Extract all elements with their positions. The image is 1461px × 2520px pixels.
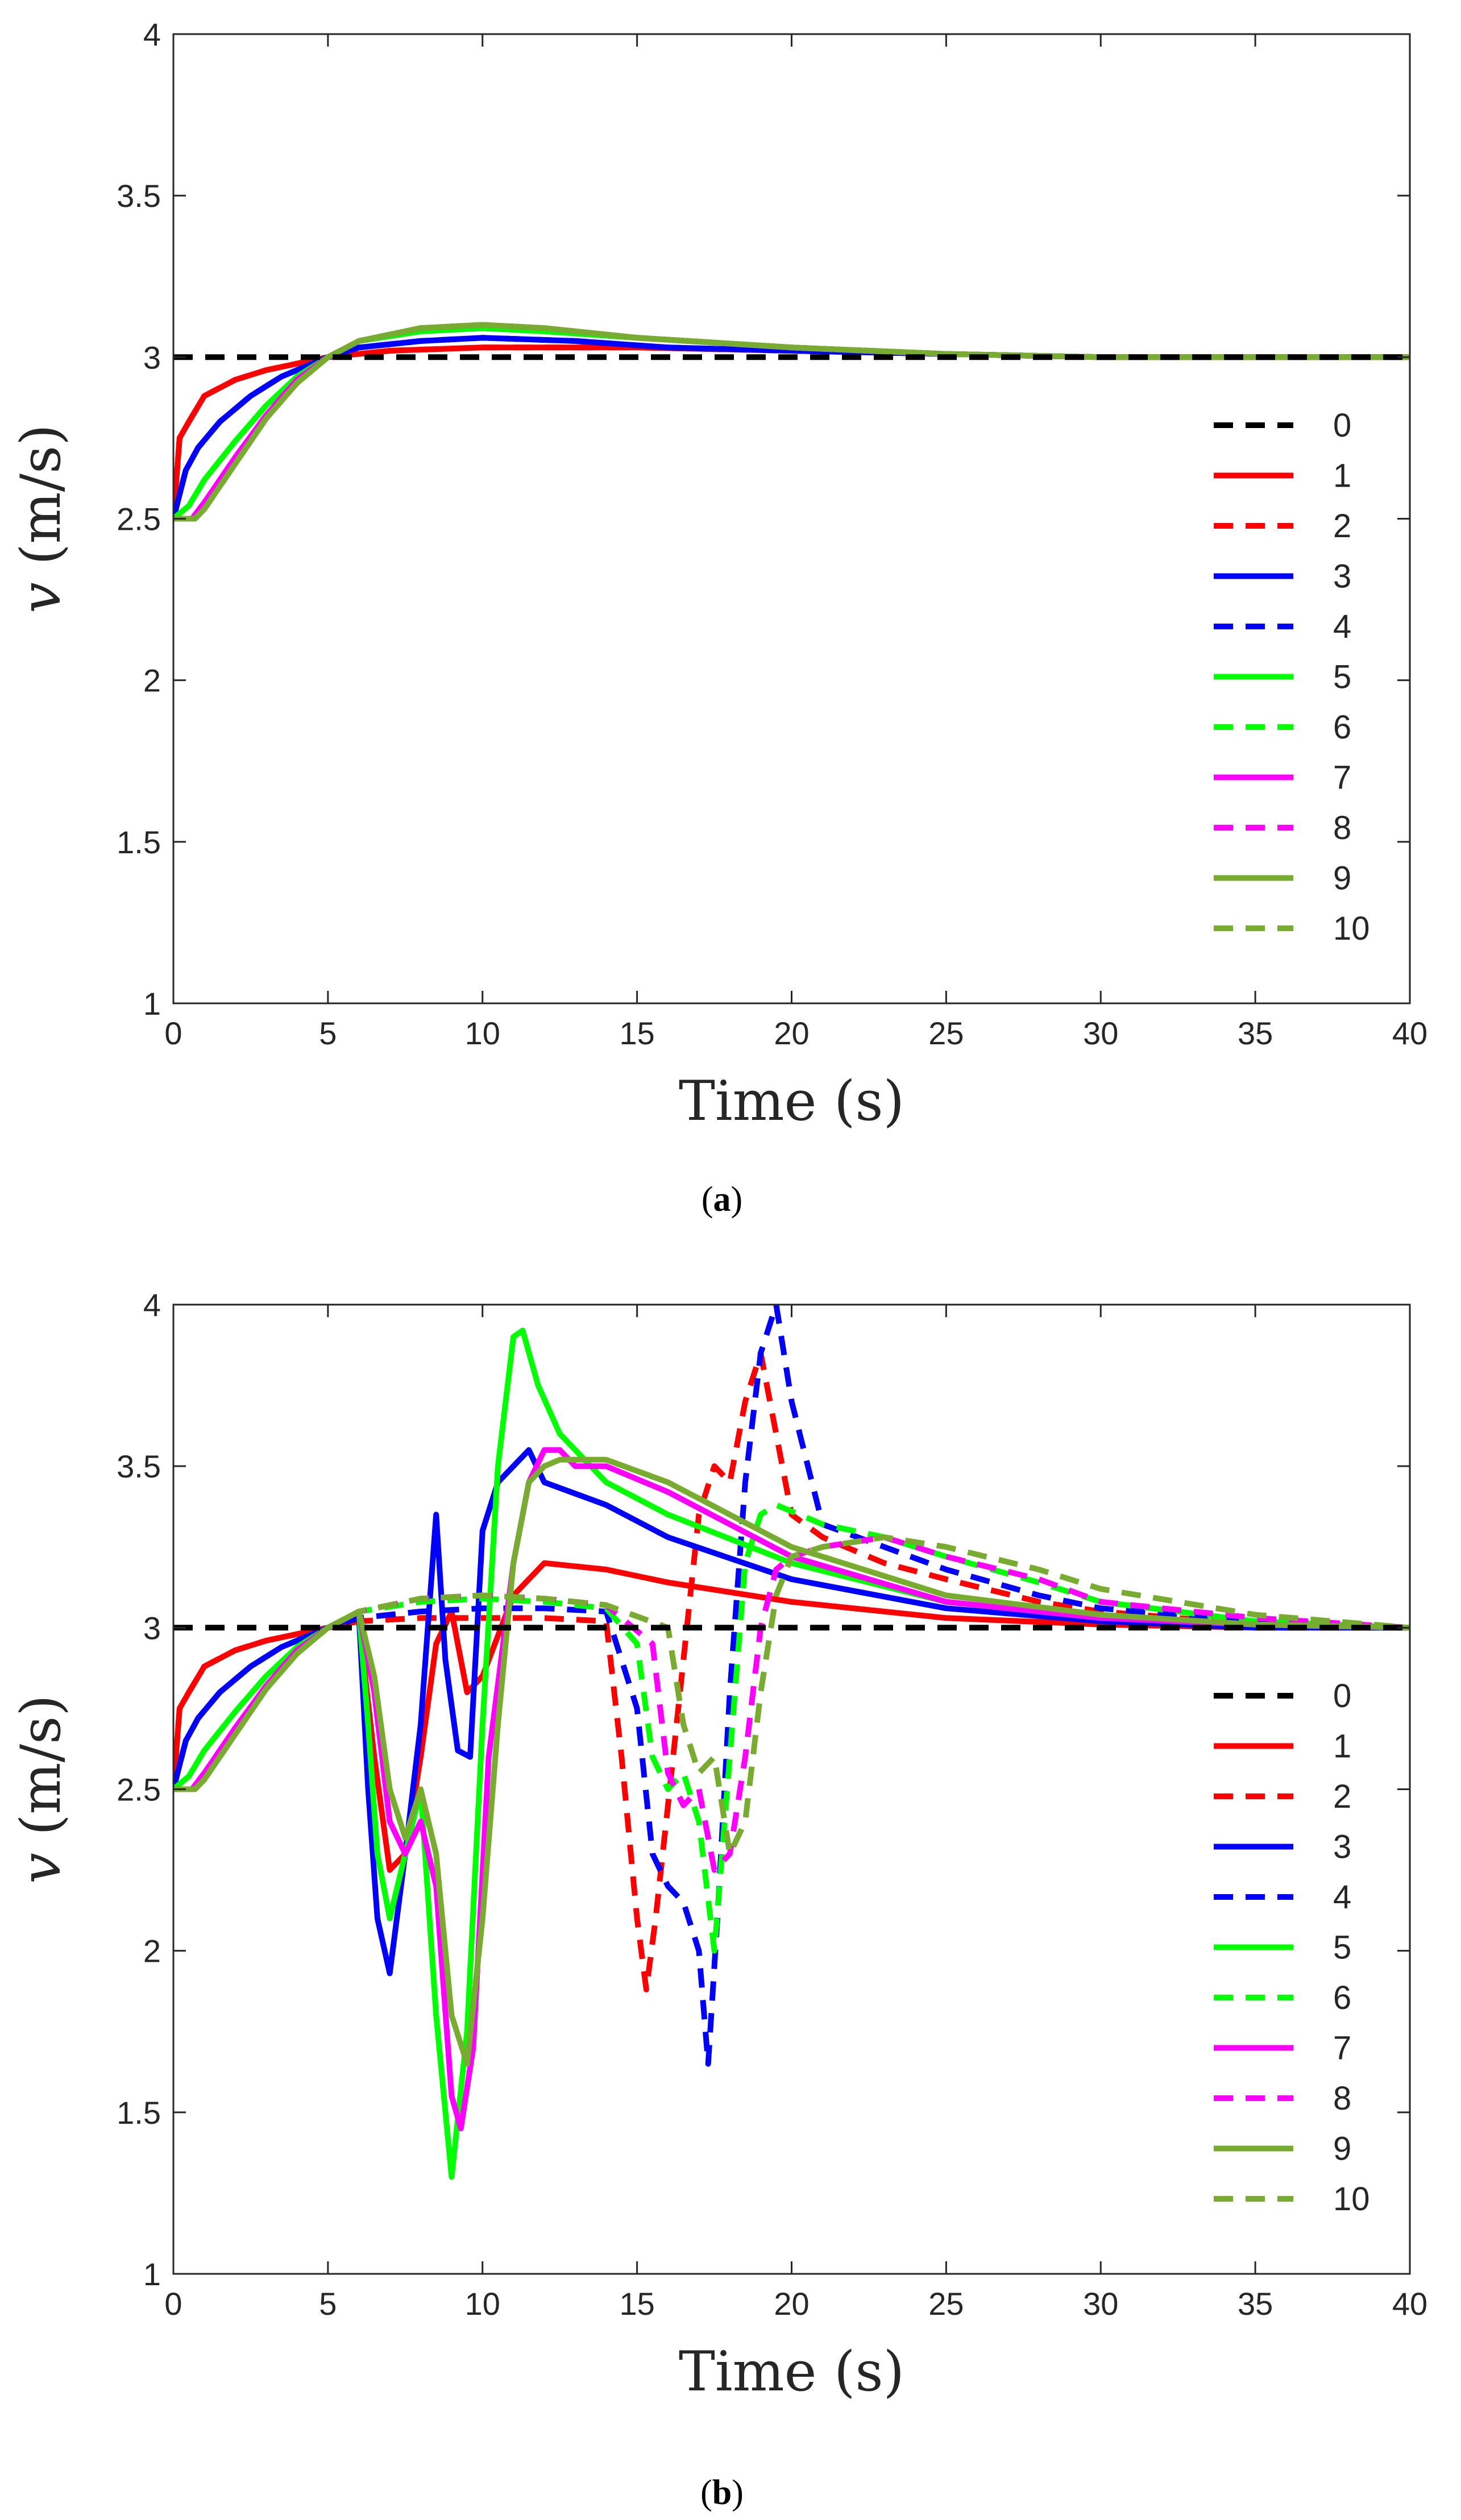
y-tick-label: 3.5: [117, 1448, 161, 1484]
y-tick-label: 3: [143, 339, 161, 375]
y-tick-label: 1: [143, 2256, 161, 2292]
x-tick-label: 5: [319, 1015, 337, 1051]
legend-label-8: 8: [1333, 2080, 1351, 2117]
plot-area: [173, 34, 1410, 1003]
legend-label-3: 3: [1333, 558, 1351, 595]
y-tick-label: 4: [143, 1287, 161, 1323]
legend-label-1: 1: [1333, 1728, 1351, 1765]
legend-label-4: 4: [1333, 608, 1351, 645]
legend-label-4: 4: [1333, 1879, 1351, 1916]
legend-label-2: 2: [1333, 1778, 1351, 1815]
legend: 0 1 2 3 4 5 6 7 8 9 10: [1214, 407, 1370, 947]
x-tick-label: 20: [774, 1015, 809, 1051]
y-tick-label: 1.5: [117, 2095, 161, 2131]
legend-label-9: 9: [1333, 860, 1351, 897]
y-tick-label: 4: [143, 16, 161, 52]
x-tick-label: 30: [1083, 2286, 1118, 2322]
x-tick-label: 40: [1392, 1015, 1427, 1051]
caption-a: (a): [702, 1180, 742, 1219]
y-tick-label: 1: [143, 986, 161, 1022]
y-tick-label: 2: [143, 1933, 161, 1969]
legend-label-10: 10: [1333, 910, 1370, 947]
legend-label-8: 8: [1333, 809, 1351, 846]
series-line-4: [173, 1305, 1410, 2067]
legend-label-3: 3: [1333, 1829, 1351, 1866]
series-line-10: [173, 322, 1410, 522]
x-tick-label: 40: [1392, 2286, 1427, 2322]
y-tick-label: 3: [143, 1610, 161, 1646]
legend-label-1: 1: [1333, 458, 1351, 495]
y-tick-label: 2.5: [117, 1772, 161, 1808]
x-axis-label: Time (s): [679, 1069, 904, 1133]
x-tick-label: 5: [319, 2286, 337, 2322]
x-tick-label: 25: [928, 2286, 964, 2322]
y-tick-label: 2.5: [117, 501, 161, 537]
x-axis-label: Time (s): [679, 2340, 904, 2403]
y-tick-label: 1.5: [117, 824, 161, 860]
x-tick-label: 10: [465, 1015, 500, 1051]
y-tick-label: 3.5: [117, 178, 161, 214]
x-tick-label: 20: [774, 2286, 809, 2322]
y-axis-label: v (m/s): [9, 424, 73, 613]
legend-label-10: 10: [1333, 2181, 1370, 2218]
x-tick-label: 10: [465, 2286, 500, 2322]
legend-label-0: 0: [1333, 407, 1351, 444]
legend-label-2: 2: [1333, 508, 1351, 545]
plot-area: [173, 1305, 1410, 2274]
x-tick-label: 30: [1083, 1015, 1118, 1051]
series-line-2: [173, 1350, 1410, 1992]
series-line-3: [173, 1447, 1410, 1977]
series-group: [173, 322, 1410, 522]
x-tick-label: 35: [1238, 2286, 1273, 2322]
y-tick-label: 2: [143, 663, 161, 699]
caption-b: (b): [700, 2473, 744, 2512]
legend-label-7: 7: [1333, 2030, 1351, 2067]
series-line-10: [173, 1534, 1410, 1857]
x-tick-label: 15: [619, 2286, 654, 2322]
x-tick-label: 35: [1238, 1015, 1273, 1051]
legend-label-7: 7: [1333, 759, 1351, 796]
legend-label-0: 0: [1333, 1678, 1351, 1714]
legend-label-9: 9: [1333, 2131, 1351, 2168]
x-tick-label: 15: [619, 1015, 654, 1051]
y-axis-label: v (m/s): [9, 1695, 73, 1883]
series-group: [173, 1305, 1410, 2180]
legend-label-6: 6: [1333, 709, 1351, 746]
legend-label-6: 6: [1333, 1979, 1351, 2016]
x-tick-label: 0: [164, 2286, 182, 2322]
series-line-6: [173, 1502, 1410, 1954]
legend-label-5: 5: [1333, 659, 1351, 696]
legend-label-5: 5: [1333, 1929, 1351, 1966]
legend: 0 1 2 3 4 5 6 7 8 9 10: [1214, 1678, 1370, 2218]
x-tick-label: 25: [928, 1015, 964, 1051]
x-tick-label: 0: [164, 1015, 182, 1051]
